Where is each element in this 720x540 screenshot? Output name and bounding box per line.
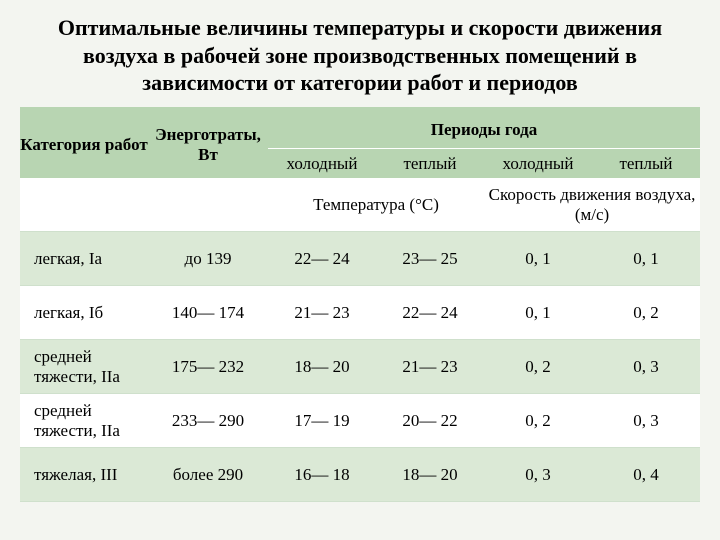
table-row: средней тяжести, IIа 233— 290 17— 19 20—… — [20, 394, 700, 448]
table-row: легкая, Iб 140— 174 21— 23 22— 24 0, 1 0… — [20, 286, 700, 340]
cell-energy: 175— 232 — [148, 340, 268, 394]
header-periods: Периоды года — [268, 107, 700, 149]
cell-t-cold: 18— 20 — [268, 340, 376, 394]
data-table: Категория работ Энерготраты, Вт Периоды … — [20, 107, 700, 503]
table-row: легкая, Iа до 139 22— 24 23— 25 0, 1 0, … — [20, 232, 700, 286]
cell-category: тяжелая, III — [20, 448, 148, 502]
cell-category: средней тяжести, IIа — [20, 394, 148, 448]
cell-t-warm: 18— 20 — [376, 448, 484, 502]
cell-v-cold: 0, 2 — [484, 340, 592, 394]
cell-t-warm: 23— 25 — [376, 232, 484, 286]
cell-t-warm: 22— 24 — [376, 286, 484, 340]
subheader-row: Температура (°C) Скорость движения возду… — [20, 179, 700, 232]
cell-v-warm: 0, 3 — [592, 340, 700, 394]
cell-v-cold: 0, 1 — [484, 232, 592, 286]
cell-v-warm: 0, 1 — [592, 232, 700, 286]
cell-t-warm: 21— 23 — [376, 340, 484, 394]
header-cold-2: холодный — [484, 149, 592, 179]
cell-energy: более 290 — [148, 448, 268, 502]
cell-v-warm: 0, 2 — [592, 286, 700, 340]
cell-category: средней тяжести, IIа — [20, 340, 148, 394]
header-warm-2: теплый — [592, 149, 700, 179]
cell-energy: до 139 — [148, 232, 268, 286]
header-cold-1: холодный — [268, 149, 376, 179]
cell-category: легкая, Iб — [20, 286, 148, 340]
header-category: Категория работ — [20, 107, 148, 179]
cell-v-warm: 0, 3 — [592, 394, 700, 448]
cell-t-cold: 17— 19 — [268, 394, 376, 448]
cell-v-cold: 0, 3 — [484, 448, 592, 502]
subheader-velocity: Скорость движения воздуха, (м/с) — [484, 179, 700, 232]
table-row: тяжелая, III более 290 16— 18 18— 20 0, … — [20, 448, 700, 502]
cell-v-cold: 0, 1 — [484, 286, 592, 340]
cell-t-warm: 20— 22 — [376, 394, 484, 448]
header-warm-1: теплый — [376, 149, 484, 179]
cell-v-cold: 0, 2 — [484, 394, 592, 448]
cell-v-warm: 0, 4 — [592, 448, 700, 502]
header-row-1: Категория работ Энерготраты, Вт Периоды … — [20, 107, 700, 149]
table-row: средней тяжести, IIа 175— 232 18— 20 21—… — [20, 340, 700, 394]
document-page: Оптимальные величины температуры и скоро… — [0, 0, 720, 540]
title-block: Оптимальные величины температуры и скоро… — [0, 0, 720, 107]
subheader-temperature: Температура (°C) — [268, 179, 484, 232]
cell-t-cold: 16— 18 — [268, 448, 376, 502]
page-title: Оптимальные величины температуры и скоро… — [30, 14, 690, 97]
subheader-blank — [20, 179, 268, 232]
cell-energy: 233— 290 — [148, 394, 268, 448]
cell-category: легкая, Iа — [20, 232, 148, 286]
cell-t-cold: 21— 23 — [268, 286, 376, 340]
cell-t-cold: 22— 24 — [268, 232, 376, 286]
cell-energy: 140— 174 — [148, 286, 268, 340]
header-energy: Энерготраты, Вт — [148, 107, 268, 179]
